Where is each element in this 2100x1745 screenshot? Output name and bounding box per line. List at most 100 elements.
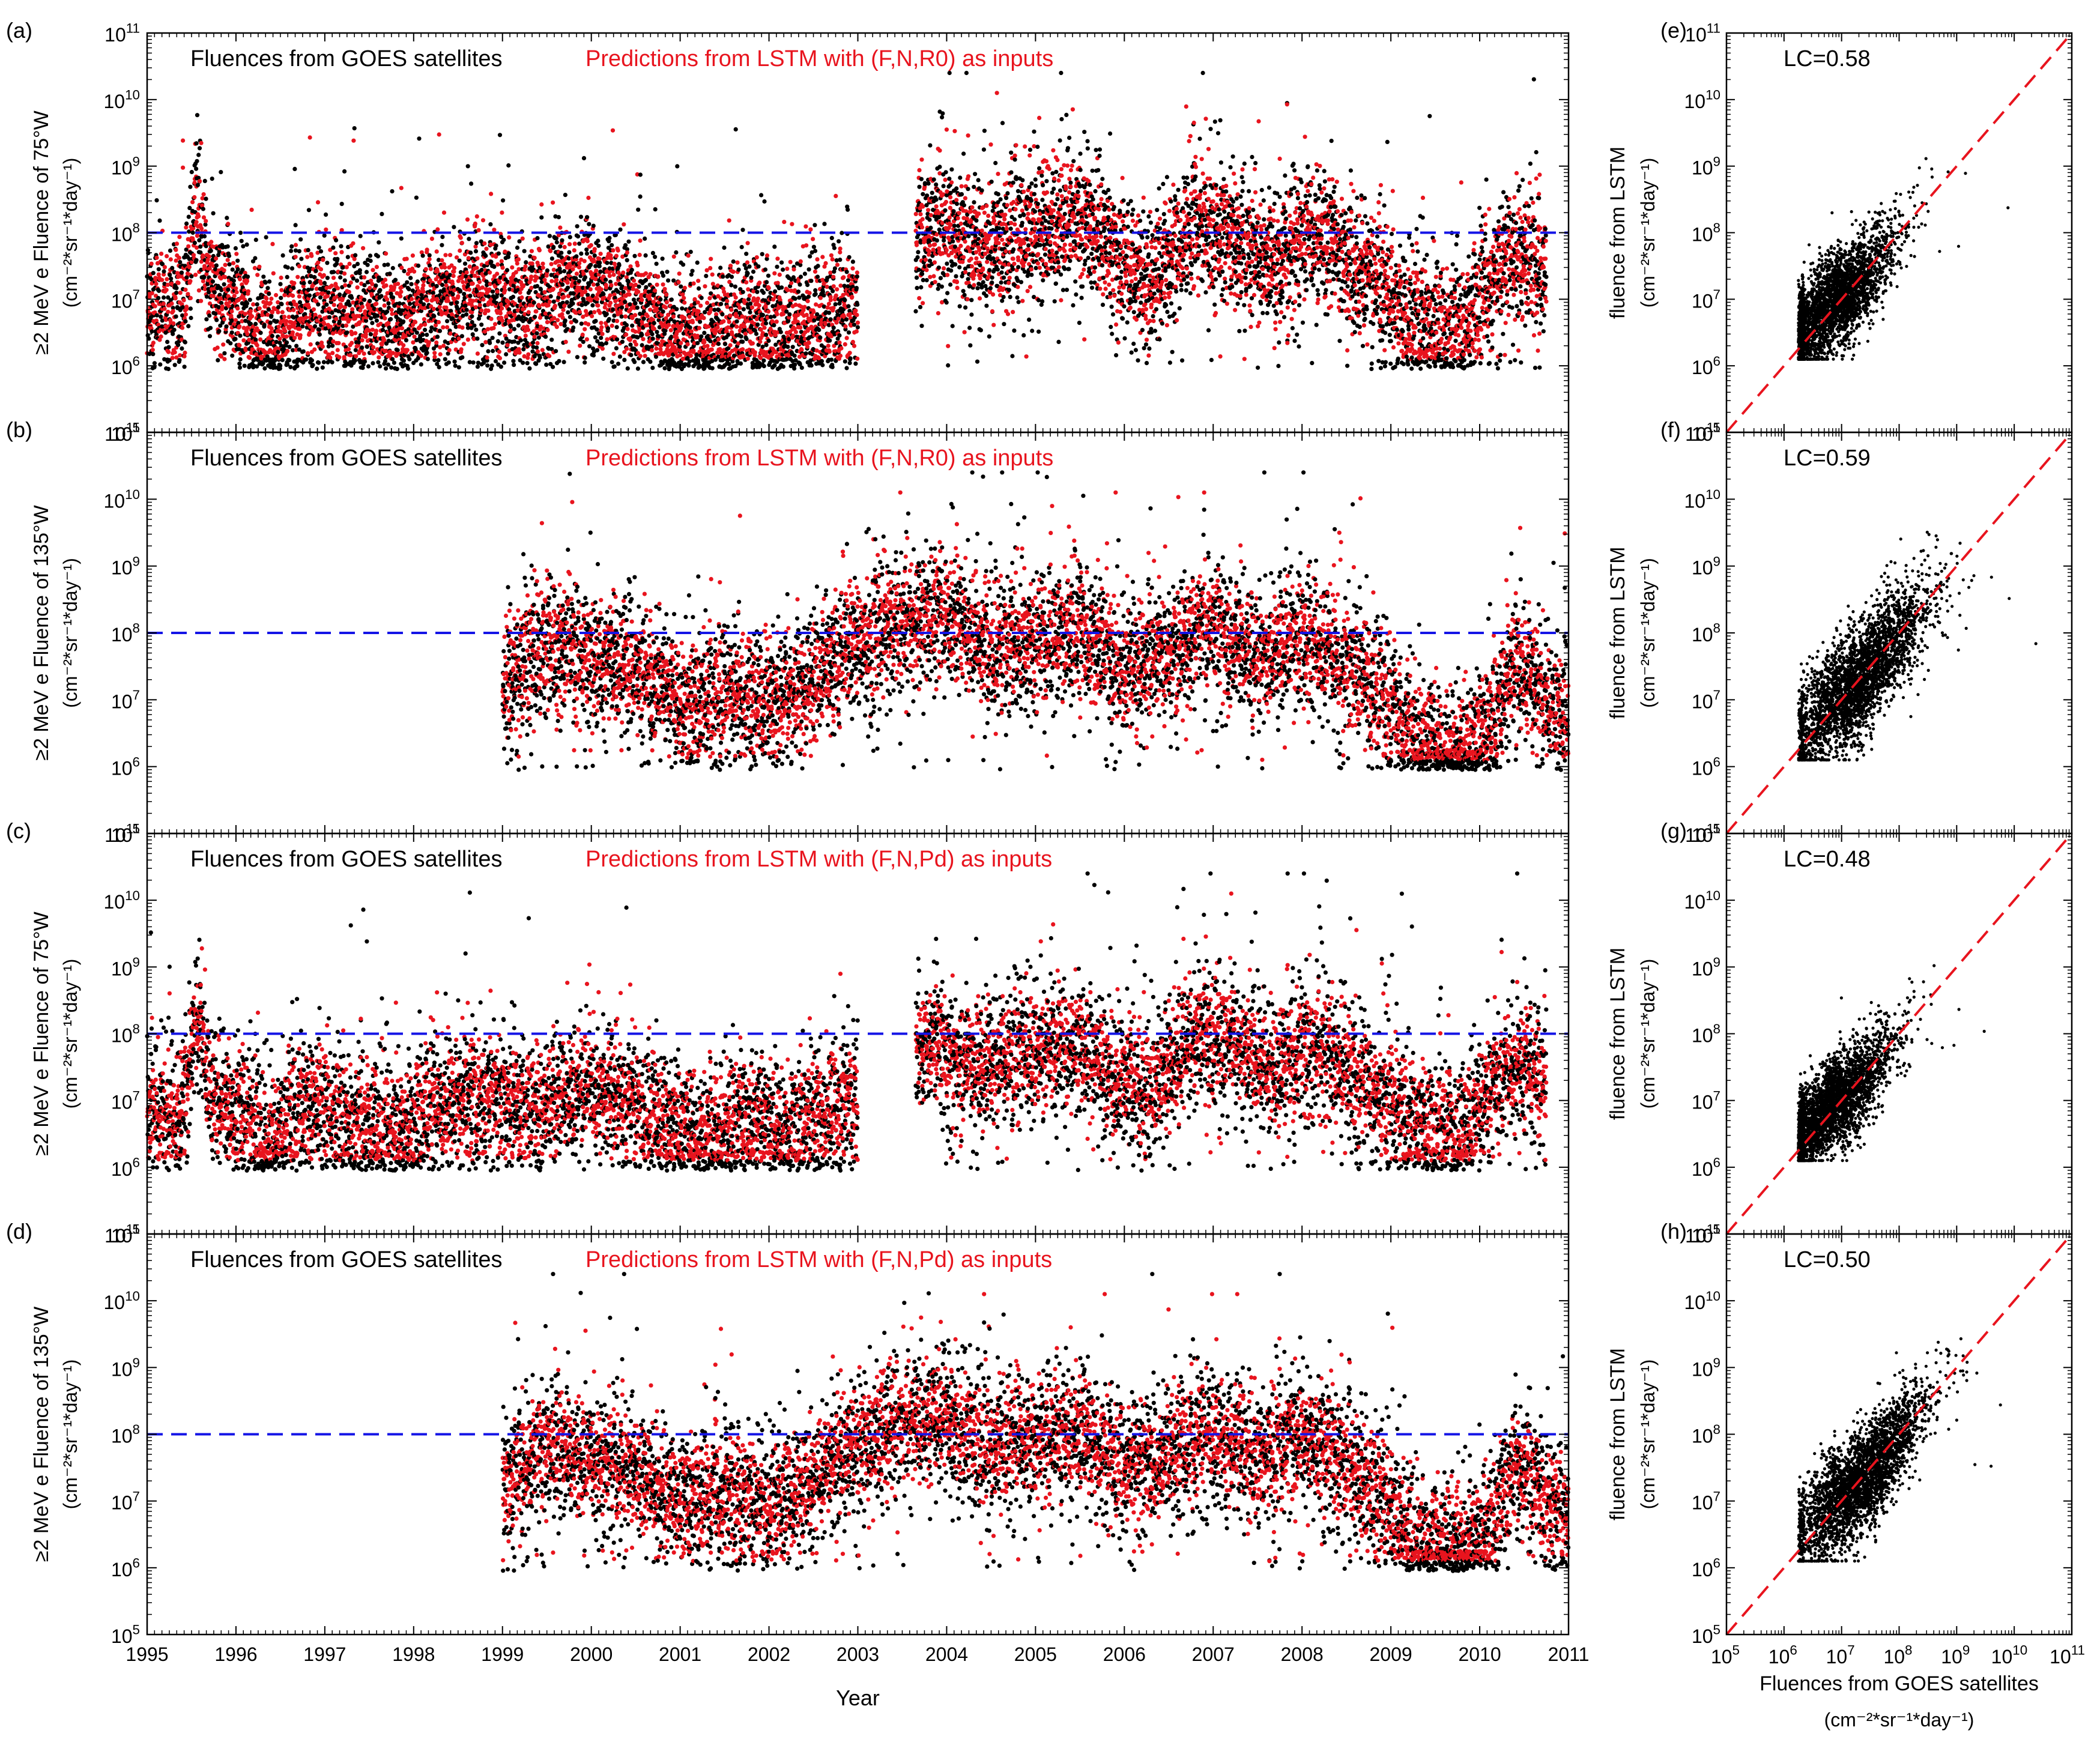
predicted-point [183,351,187,355]
panel-a: 10510610710810910101011(a)Fluences from … [6,18,1569,445]
observed-point [202,234,207,238]
predicted-point [166,310,170,314]
observed-point [254,238,258,242]
predicted-point [162,307,166,311]
observed-point [229,318,234,322]
predicted-point [238,277,242,281]
predicted-point [234,286,238,291]
observed-point [231,267,235,271]
observed-point [204,197,208,201]
predicted-point [250,208,254,212]
observed-point [201,207,205,211]
observed-point [176,343,180,347]
observed-point [168,249,172,253]
observed-point [157,289,161,293]
observed-point [195,113,199,117]
observed-point [226,288,230,292]
predicted-point [178,291,183,295]
predicted-point [253,333,257,337]
observed-point [246,274,250,279]
predicted-point [189,296,193,300]
predicted-point [226,222,230,226]
observed-point [208,334,212,338]
predicted-point [171,309,175,313]
predicted-point [174,248,178,252]
observed-point [264,235,268,240]
observed-point [237,361,241,366]
observed-point [184,222,189,226]
predicted-point [166,283,170,287]
observed-point [227,254,231,258]
observed-point [171,332,175,336]
observed-point [241,244,245,249]
observed-point [183,340,187,344]
predicted-point [175,241,179,246]
observed-point [189,274,193,279]
observed-point [262,323,267,327]
observed-point [232,279,236,283]
observed-point [189,306,193,310]
observed-point [262,366,267,370]
observed-point [233,337,237,341]
observed-point [183,319,187,324]
predicted-point [150,291,154,295]
observed-point [213,312,217,316]
observed-point [235,259,240,263]
predicted-point [231,261,235,265]
observed-point [180,346,184,351]
observed-point [169,276,173,280]
predicted-point [241,338,246,342]
predicted-point [159,334,163,339]
observed-point [173,363,177,367]
observed-point [219,170,223,174]
predicted-point [199,141,203,145]
predicted-point [223,263,228,267]
observed-point [253,256,257,260]
predicted-point [199,226,204,231]
observed-point [178,260,182,264]
observed-point [203,179,207,183]
predicted-point [220,304,225,309]
predicted-point [181,139,185,143]
observed-point [158,362,162,366]
predicted-point [207,255,211,259]
observed-point [174,286,178,290]
predicted-point [197,288,201,292]
predicted-point [162,301,166,306]
predicted-point [216,345,220,349]
observed-point [155,313,159,318]
predicted-point [235,306,240,310]
predicted-point [247,355,252,360]
predicted-point [264,297,268,301]
observed-point [191,231,195,235]
observed-point [166,367,171,371]
observed-point [151,352,155,356]
observed-point [245,243,249,247]
predicted-point [232,294,237,298]
observed-point [259,331,263,335]
observed-point [226,244,230,249]
predicted-point [199,299,203,303]
figure-canvas: 10510610710810910101011(a)Fluences from … [0,0,2100,1742]
observed-point [162,269,166,273]
observed-point [188,185,192,189]
predicted-point [174,296,178,300]
observed-point [168,273,172,277]
observed-point [195,159,199,163]
observed-point [217,329,221,333]
predicted-point [237,324,241,328]
predicted-point [251,302,255,306]
predicted-point [160,278,164,282]
predicted-point [253,266,257,270]
observed-point [261,274,265,279]
predicted-point [222,268,226,273]
observed-point [264,280,268,285]
predicted-point [165,288,169,292]
observed-point [236,267,240,271]
predicted-point [173,350,177,354]
observed-point [166,345,171,349]
observed-point [193,241,197,245]
predicted-point [154,282,158,286]
observed-point [253,322,258,326]
observed-point [172,328,177,332]
